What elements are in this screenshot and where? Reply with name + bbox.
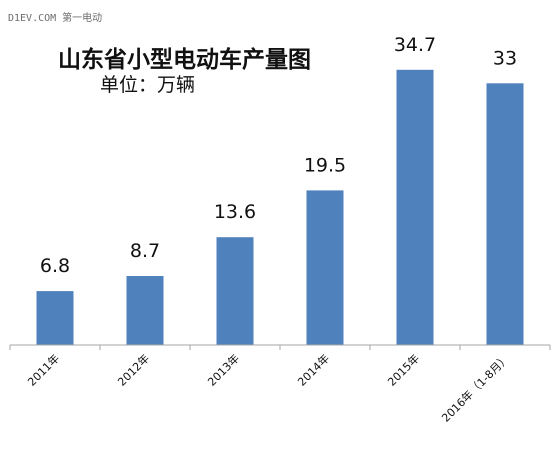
chart-subtitle: 单位：万辆	[100, 74, 196, 96]
watermark: D1EV.COM 第一电动	[8, 13, 103, 24]
category-label-3: 2014年	[295, 351, 332, 388]
value-label-2: 13.6	[214, 201, 256, 223]
value-label-0: 6.8	[40, 255, 70, 277]
category-label-4: 2015年	[385, 351, 422, 388]
category-label-2: 2013年	[205, 351, 242, 388]
value-label-3: 19.5	[304, 154, 346, 176]
category-label-5: 2016年（1-8月）	[439, 351, 513, 425]
bars-group	[36, 69, 524, 346]
category-labels-group: 2011年 2012年 2013年 2014年 2015年 2016年（1-8月）	[25, 351, 512, 425]
bar-4	[396, 69, 434, 346]
chart-title: 山东省小型电动车产量图	[58, 47, 311, 73]
bar-2	[216, 237, 254, 345]
x-axis	[9, 344, 551, 350]
value-labels-group: 6.8 8.7 13.6 19.5 34.7 33	[40, 34, 517, 277]
value-label-1: 8.7	[130, 240, 160, 262]
bar-3	[306, 190, 344, 345]
bar-1	[126, 276, 164, 345]
category-label-0: 2011年	[25, 351, 62, 388]
value-label-4: 34.7	[394, 34, 436, 56]
value-label-5: 33	[493, 47, 517, 69]
bar-5	[486, 83, 524, 346]
bar-0	[36, 291, 74, 345]
category-label-1: 2012年	[115, 351, 152, 388]
